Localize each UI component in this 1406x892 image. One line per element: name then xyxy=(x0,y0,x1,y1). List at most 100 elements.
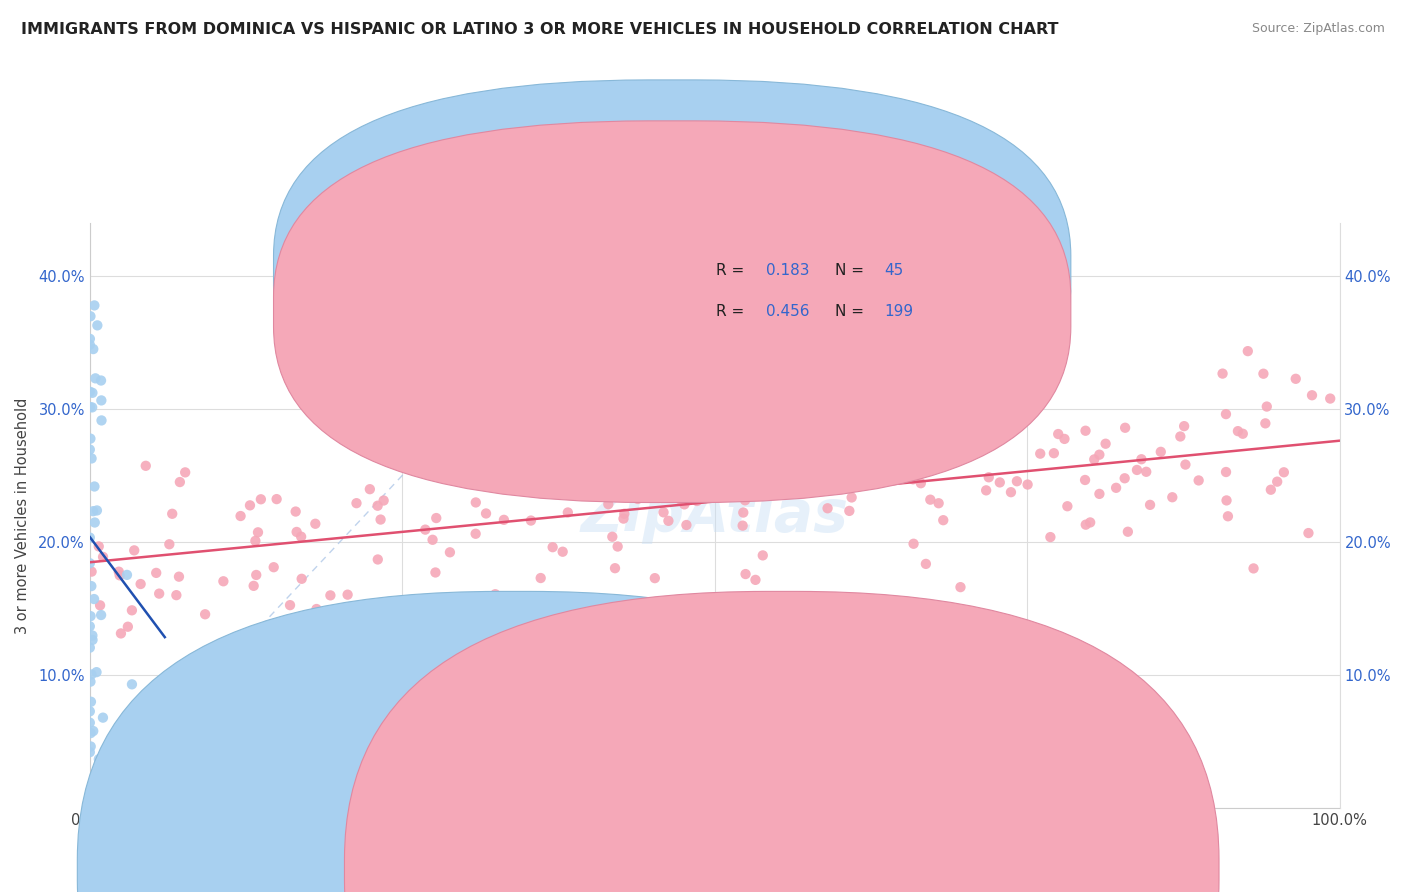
Point xyxy=(664,463,686,477)
Point xyxy=(838,504,860,518)
Point xyxy=(430,398,453,412)
Point xyxy=(932,513,955,527)
Point xyxy=(949,449,972,463)
Point xyxy=(122,543,145,558)
Point xyxy=(536,460,558,475)
Point xyxy=(83,298,105,312)
Point xyxy=(652,459,675,474)
Point xyxy=(530,571,553,585)
Point xyxy=(83,516,105,530)
Y-axis label: 3 or more Vehicles in Household: 3 or more Vehicles in Household xyxy=(15,397,30,633)
Point xyxy=(644,571,666,585)
Point xyxy=(422,533,444,547)
FancyBboxPatch shape xyxy=(274,80,1071,461)
Point xyxy=(872,432,894,446)
Point xyxy=(79,745,101,759)
Point xyxy=(524,483,547,497)
Point xyxy=(669,492,692,507)
Text: Hispanics or Latinos: Hispanics or Latinos xyxy=(801,863,941,877)
Point xyxy=(977,470,1000,484)
Point xyxy=(373,493,395,508)
Text: IMMIGRANTS FROM DOMINICA VS HISPANIC OR LATINO 3 OR MORE VEHICLES IN HOUSEHOLD C: IMMIGRANTS FROM DOMINICA VS HISPANIC OR … xyxy=(21,22,1059,37)
Text: 199: 199 xyxy=(884,304,914,319)
Point xyxy=(706,469,728,483)
Point xyxy=(797,452,820,467)
Point xyxy=(250,492,273,507)
Text: 0.183: 0.183 xyxy=(766,263,810,278)
Point xyxy=(730,472,752,486)
Point xyxy=(1254,417,1277,431)
Point xyxy=(425,566,447,580)
Point xyxy=(1216,509,1239,524)
Point xyxy=(79,332,101,346)
Point xyxy=(86,503,108,517)
Point xyxy=(1139,498,1161,512)
Point xyxy=(425,511,447,525)
Point xyxy=(1272,465,1295,479)
Point xyxy=(80,667,103,681)
Point xyxy=(977,400,1000,414)
Point xyxy=(644,449,666,463)
Point xyxy=(551,545,574,559)
Point xyxy=(79,726,101,740)
Point xyxy=(595,483,617,497)
Point xyxy=(413,523,436,537)
Point xyxy=(82,628,104,642)
Point xyxy=(145,566,167,580)
Point xyxy=(80,739,103,754)
Point xyxy=(1078,516,1101,530)
Point xyxy=(381,617,404,632)
Point xyxy=(744,573,766,587)
Point xyxy=(471,459,494,474)
Point xyxy=(79,619,101,633)
Point xyxy=(630,428,652,442)
Point xyxy=(110,626,132,640)
Point xyxy=(1173,419,1195,434)
Point xyxy=(734,567,756,582)
Point xyxy=(79,556,101,570)
Point xyxy=(657,514,679,528)
Point xyxy=(1074,424,1097,438)
Point xyxy=(1265,475,1288,489)
Point xyxy=(79,310,101,324)
Point xyxy=(915,557,938,571)
Point xyxy=(530,459,553,474)
Point xyxy=(86,665,108,680)
Point xyxy=(828,372,851,386)
Point xyxy=(79,609,101,624)
Text: R =: R = xyxy=(716,263,749,278)
Point xyxy=(1056,500,1078,514)
Point xyxy=(612,430,634,444)
Point xyxy=(423,631,446,645)
Point xyxy=(734,493,756,508)
Point xyxy=(1029,447,1052,461)
Point xyxy=(686,494,709,508)
Point xyxy=(305,602,328,616)
Point xyxy=(928,496,950,510)
Point xyxy=(79,674,101,689)
Point xyxy=(245,533,267,548)
Point xyxy=(901,472,924,486)
Point xyxy=(492,513,515,527)
Point xyxy=(79,384,101,399)
Point xyxy=(1000,485,1022,500)
Point xyxy=(557,506,579,520)
Point xyxy=(242,579,264,593)
Point xyxy=(1243,561,1265,575)
Point xyxy=(520,514,543,528)
Point xyxy=(658,446,681,460)
Point xyxy=(508,624,530,639)
Point xyxy=(1161,490,1184,504)
Point xyxy=(285,524,308,539)
Text: 0.456: 0.456 xyxy=(766,304,810,319)
Point xyxy=(335,409,357,423)
Point xyxy=(80,451,103,466)
Point xyxy=(359,482,381,496)
Point xyxy=(90,413,112,427)
Point xyxy=(1212,367,1234,381)
Point xyxy=(1260,483,1282,497)
Point xyxy=(794,470,817,484)
Point xyxy=(174,466,197,480)
Point xyxy=(1105,481,1128,495)
Point xyxy=(920,492,942,507)
